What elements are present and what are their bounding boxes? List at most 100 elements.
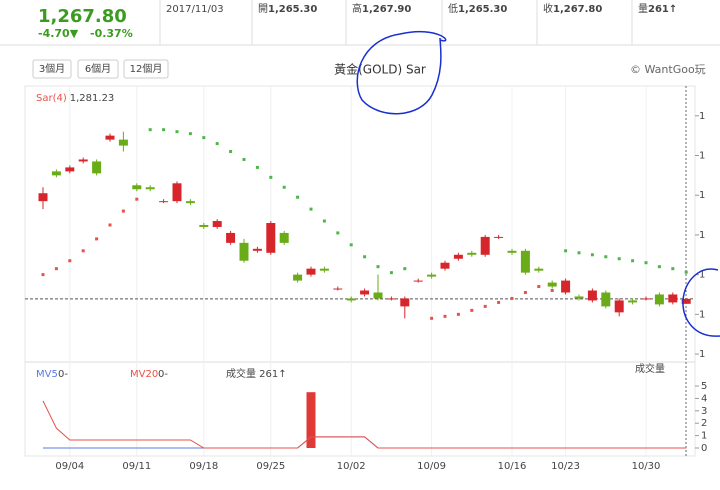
candle-body	[132, 185, 142, 190]
sar-dot	[389, 271, 393, 275]
x-tick-label: 10/23	[551, 461, 580, 472]
stat-label: 量	[638, 3, 648, 15]
range-button[interactable]	[123, 59, 169, 79]
range-button[interactable]	[32, 59, 72, 79]
candle-body	[145, 187, 155, 190]
volume-tick-label: 5	[701, 381, 707, 392]
candle-body	[293, 274, 303, 281]
candle-body	[51, 171, 61, 176]
range-button[interactable]	[77, 59, 119, 79]
stat-label: 低	[448, 2, 458, 15]
sar-dot	[617, 257, 621, 261]
candle-body	[453, 254, 463, 259]
range-button-label[interactable]: 6個月	[85, 62, 111, 75]
candle-body	[587, 290, 597, 301]
candle-body	[494, 236, 504, 238]
sar-dot	[590, 253, 594, 257]
candle-body	[78, 159, 88, 162]
sar-dot	[215, 142, 219, 146]
candle-body	[159, 201, 169, 203]
candle-body	[561, 280, 571, 293]
date: 2017/11/03	[166, 4, 224, 15]
sar-dot	[41, 273, 45, 277]
stat-label: 開	[258, 3, 268, 15]
legend-text: Sar(4)	[36, 93, 67, 104]
candle-body	[534, 268, 544, 271]
sar-dot	[282, 185, 286, 189]
y-tick-label: 1	[699, 349, 705, 360]
sar-dot	[242, 157, 246, 161]
sar-dot	[95, 237, 99, 241]
volume-tick-label: 3	[701, 406, 707, 417]
sar-dot	[121, 209, 125, 213]
candle-body	[105, 135, 115, 140]
candle-body	[226, 232, 236, 243]
range-button-label[interactable]: 3個月	[39, 62, 65, 75]
stat-value: 261↑	[648, 4, 677, 15]
candle-body	[266, 223, 276, 253]
candle-body	[574, 296, 584, 299]
sar-dot	[631, 259, 635, 263]
sar-dot	[537, 285, 541, 289]
candle-body	[467, 252, 477, 255]
mv-legend-name: MV5	[36, 369, 58, 380]
candle-body	[654, 294, 664, 305]
sar-dot	[483, 304, 487, 308]
sar-dot	[443, 314, 447, 318]
change-pct: -0.37%	[90, 27, 133, 40]
sar-dot	[577, 251, 581, 255]
x-tick-label: 09/25	[256, 461, 285, 472]
mv-legend-name: MV20	[130, 369, 158, 380]
sar-dot	[376, 265, 380, 269]
sar-dot	[349, 243, 353, 247]
x-tick-label: 09/18	[189, 461, 218, 472]
candle-body	[199, 224, 209, 227]
candle-body	[440, 262, 450, 269]
stat: 高1,267.90	[352, 2, 411, 15]
range-button-label[interactable]: 12個月	[130, 62, 163, 75]
sar-dot	[148, 128, 152, 132]
stat-value: 1,265.30	[268, 4, 317, 15]
sar-dot	[671, 267, 675, 271]
volume-tick-label: 2	[701, 418, 707, 429]
y-tick-label: 1	[699, 230, 705, 241]
x-tick-label: 09/11	[122, 461, 151, 472]
sar-dot	[322, 219, 326, 223]
plot-frame	[24, 85, 696, 457]
y-tick-label: 1	[699, 309, 705, 320]
sar-dot	[363, 255, 367, 259]
stat-label: 收	[543, 2, 553, 15]
mv-legend-value: 0-	[158, 369, 168, 380]
candle-body	[400, 298, 410, 307]
sar-dot	[54, 267, 58, 271]
volume-tick-label: 4	[701, 393, 707, 404]
price: 1,267.80	[38, 6, 127, 27]
candle-body	[386, 298, 396, 300]
sar-dot	[497, 300, 501, 304]
volume-title: 成交量	[635, 362, 665, 375]
candle-body	[279, 232, 289, 243]
sar-dot	[81, 249, 85, 253]
sar-dot	[470, 308, 474, 312]
x-tick-label: 10/09	[417, 461, 446, 472]
candle-body	[38, 193, 48, 202]
volume-bar	[306, 392, 316, 448]
sar-dot	[175, 130, 179, 134]
sar-legend: Sar(4) 1,281.23	[36, 93, 114, 104]
annotation-scribble	[682, 268, 720, 337]
candle-body	[641, 298, 651, 300]
change: -4.70▼	[38, 27, 79, 40]
candle-body	[373, 292, 383, 299]
sar-dot	[564, 249, 568, 253]
mv-line	[42, 400, 687, 449]
stat-value: 1,267.90	[362, 4, 411, 15]
stat: 量261↑	[638, 3, 677, 15]
candle-body	[172, 183, 182, 202]
x-tick-label: 10/16	[498, 461, 527, 472]
volume-tick-label: 1	[701, 431, 707, 442]
volume-current: 成交量 261↑	[226, 367, 287, 380]
candle-body	[239, 242, 249, 261]
